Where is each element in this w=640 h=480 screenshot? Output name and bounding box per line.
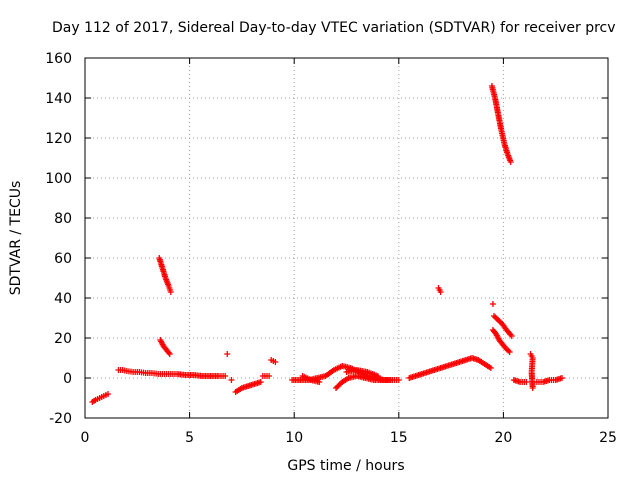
data-points (89, 83, 565, 405)
data-point (222, 373, 229, 379)
x-tick-label: 5 (185, 430, 194, 446)
data-point (487, 365, 494, 371)
y-tick-label: 160 (45, 51, 72, 67)
data-point (437, 289, 444, 295)
data-point (266, 373, 273, 379)
data-point (507, 159, 514, 165)
x-tick-label: 25 (599, 430, 617, 446)
x-axis-label: GPS time / hours (287, 458, 404, 474)
ticks: 0 5 10 15 20 25 -20 0 20 40 60 80 100 120 140 160 (45, 51, 617, 446)
data-point (508, 333, 515, 339)
x-tick-label: 0 (81, 430, 90, 446)
data-point (105, 391, 112, 397)
y-tick-label: -20 (49, 411, 72, 427)
y-tick-label: 100 (45, 171, 72, 187)
y-axis-label: SDTVAR / TECUs (8, 181, 24, 296)
data-point (272, 359, 279, 365)
data-point (257, 379, 264, 385)
data-point (228, 377, 235, 383)
y-tick-label: 140 (45, 91, 72, 107)
data-point (529, 385, 536, 391)
y-tick-label: 0 (63, 371, 72, 387)
chart-title: Day 112 of 2017, Sidereal Day-to-day VTE… (52, 20, 616, 36)
x-tick-label: 10 (285, 430, 303, 446)
data-point (166, 351, 173, 357)
y-tick-label: 20 (54, 331, 72, 347)
plot-frame (84, 57, 609, 419)
data-point (165, 349, 172, 356)
y-tick-label: 120 (45, 131, 72, 147)
data-point (374, 373, 381, 379)
data-point (167, 289, 174, 295)
y-tick-label: 80 (54, 211, 72, 227)
x-tick-label: 15 (390, 430, 408, 446)
y-tick-label: 40 (54, 291, 72, 307)
data-point (558, 375, 565, 381)
data-point (316, 379, 323, 385)
data-point (489, 301, 496, 307)
y-tick-label: 60 (54, 251, 72, 267)
data-point (506, 349, 513, 355)
data-point (395, 377, 402, 383)
data-point (224, 351, 231, 357)
grid (84, 57, 609, 419)
x-tick-label: 20 (494, 430, 512, 446)
data-point (387, 377, 394, 383)
data-point (523, 379, 530, 385)
